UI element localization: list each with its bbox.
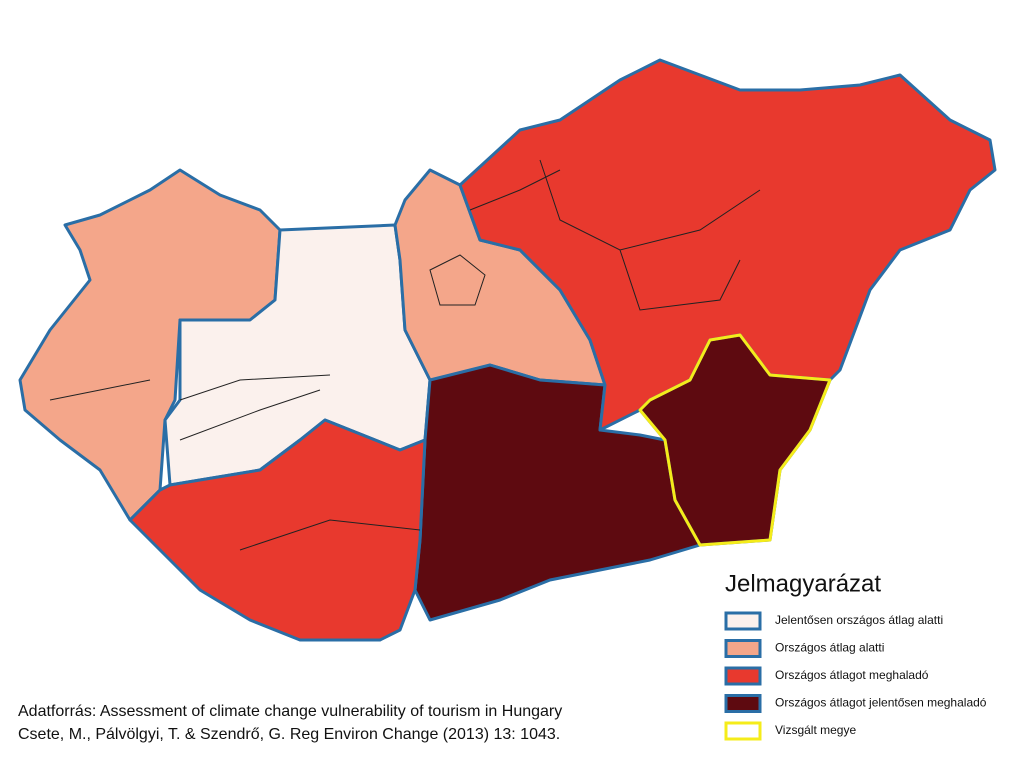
- county-border: [49, 379, 151, 401]
- legend-label: Országos átlagot meghaladó: [775, 668, 929, 682]
- source-line: Csete, M., Pálvölgyi, T. & Szendrő, G. R…: [18, 726, 560, 743]
- region-southwest: [128, 418, 427, 642]
- region-west: [18, 168, 282, 522]
- county-border: [179, 374, 331, 401]
- legend-swatch: [724, 611, 762, 631]
- legend-swatch: [724, 666, 762, 686]
- legend: Jelentősen országos átlag alatti Országos…: [724, 611, 987, 741]
- legend-label: Jelentősen országos átlag alatti: [775, 613, 943, 627]
- legend-swatch: [724, 694, 762, 713]
- county-border: [619, 249, 741, 311]
- region-northeast: [458, 58, 997, 432]
- county-border: [239, 519, 421, 551]
- legend-label: Országos átlag alatti: [775, 641, 884, 655]
- county-border: [469, 169, 561, 211]
- legend-swatch: [724, 721, 762, 741]
- county-border: [179, 389, 321, 441]
- legend-label: Országos átlagot jelentősen meghaladó: [775, 696, 987, 710]
- budapest: [429, 254, 486, 306]
- study-county-outline: [638, 333, 832, 547]
- source-line: Adatforrás: Assessment of climate change…: [18, 703, 562, 720]
- legend-title: Jelmagyarázat: [725, 570, 881, 597]
- legend-swatch: [724, 639, 762, 658]
- legend-label: Vizsgált megye: [775, 723, 856, 737]
- map: [18, 58, 997, 642]
